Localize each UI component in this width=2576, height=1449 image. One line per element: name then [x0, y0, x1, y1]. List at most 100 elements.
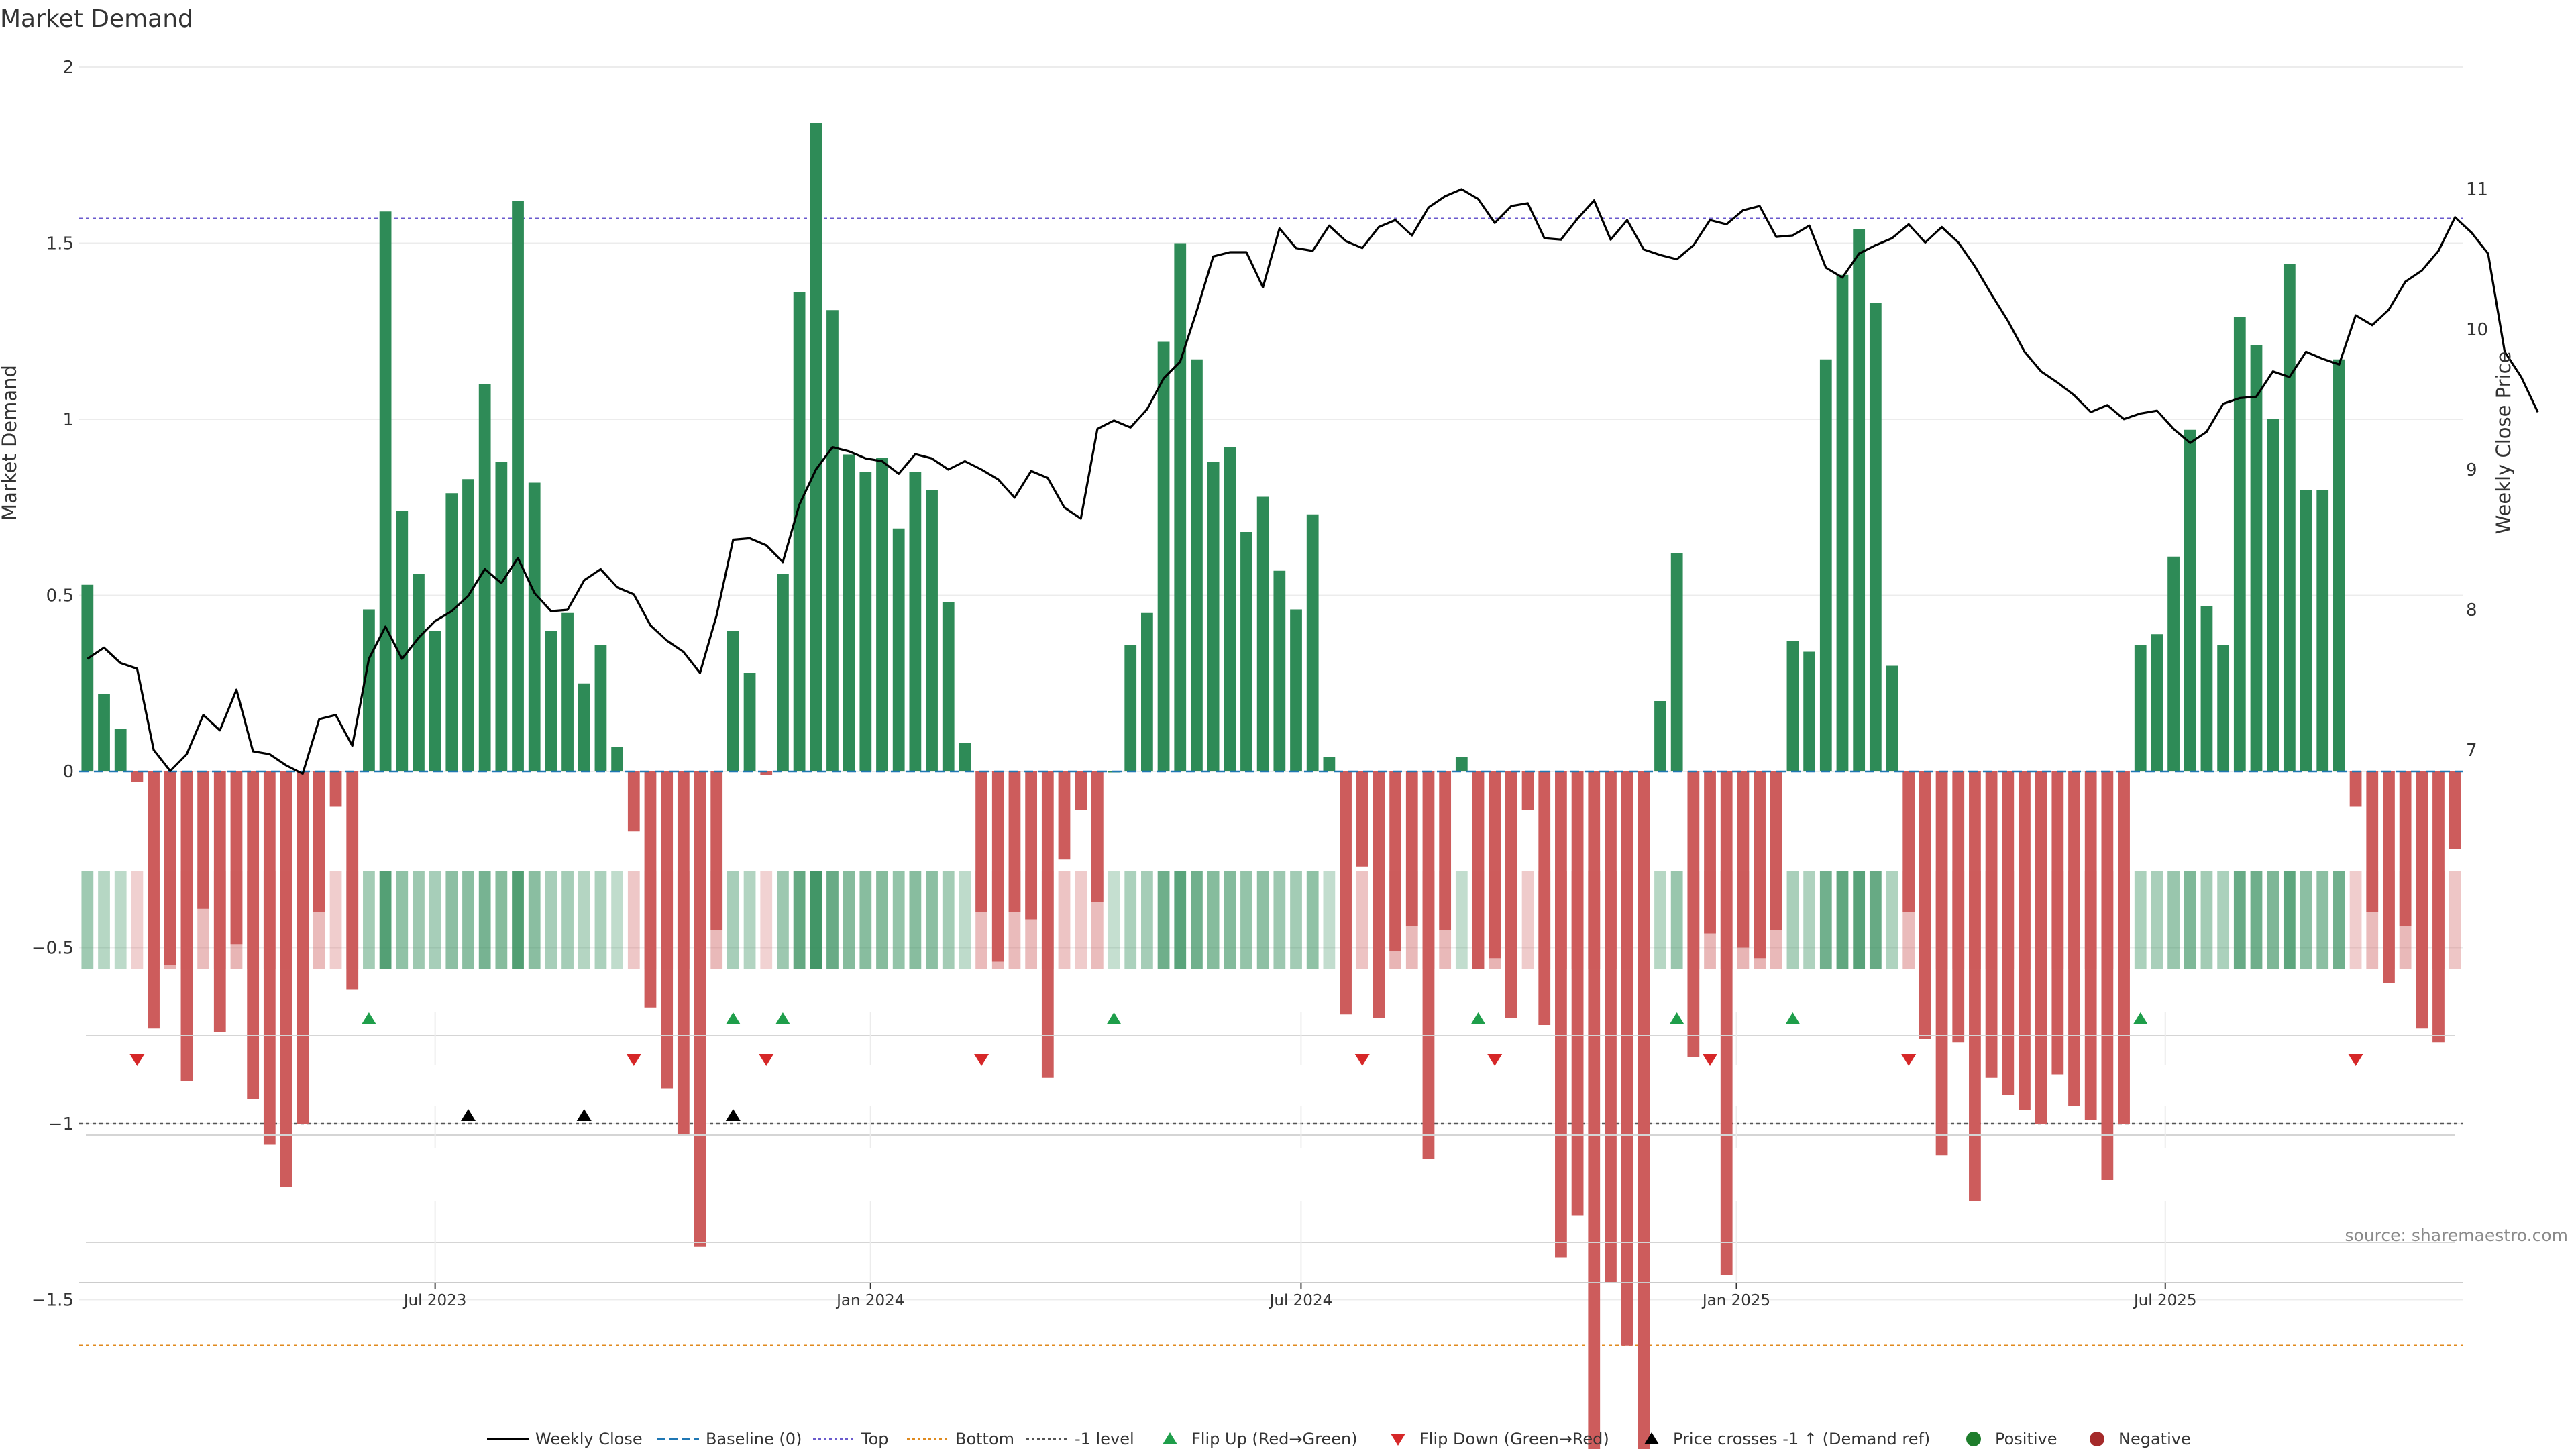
heat-cell — [445, 871, 458, 969]
heat-cell — [2200, 871, 2213, 969]
legend-label: Baseline (0) — [706, 1430, 802, 1448]
price-cross-marker — [460, 1109, 476, 1121]
heat-cell — [396, 871, 409, 969]
demand-bar — [280, 771, 292, 1187]
y-tick-label: 1.5 — [46, 234, 74, 254]
heat-cell — [2366, 871, 2379, 969]
demand-bar — [1521, 771, 1534, 810]
demand-bar — [114, 729, 127, 771]
heat-cell — [826, 871, 839, 969]
demand-bar — [1224, 447, 1236, 771]
heat-cell — [942, 871, 955, 969]
demand-bar — [561, 612, 574, 771]
heat-cell — [727, 871, 739, 969]
demand-bar — [975, 771, 987, 912]
demand-bar — [859, 472, 872, 771]
demand-bar — [2399, 771, 2412, 926]
heat-cell — [346, 871, 359, 969]
legend-label: -1 level — [1075, 1430, 1134, 1448]
heat-cell — [2416, 871, 2428, 969]
heat-cell — [1588, 871, 1601, 969]
heat-cell — [1902, 871, 1915, 969]
demand-bar — [694, 771, 706, 1247]
chart-title: Market Demand — [0, 5, 193, 33]
heat-cell — [495, 871, 508, 969]
heat-cell — [2233, 871, 2246, 969]
legend-swatch — [1644, 1432, 1659, 1444]
y-tick-label: 2 — [62, 58, 74, 78]
demand-bar — [478, 384, 491, 771]
heat-cell — [512, 871, 524, 969]
heat-cell — [297, 871, 309, 969]
demand-bar — [1869, 303, 1882, 771]
heat-cell — [462, 871, 474, 969]
flip-up-marker — [1785, 1012, 1801, 1024]
heat-cell — [363, 871, 375, 969]
demand-bar — [1439, 771, 1452, 930]
demand-bar — [1174, 243, 1187, 771]
heat-cell — [1555, 871, 1567, 969]
demand-bar — [2267, 419, 2279, 771]
y2-tick-label: 7 — [2466, 741, 2477, 761]
demand-bar — [1025, 771, 1038, 920]
heat-cell — [1985, 871, 1998, 969]
demand-bar — [2250, 345, 2263, 771]
heat-cell — [1687, 871, 1700, 969]
heat-cell — [1008, 871, 1021, 969]
legend-label: Bottom — [955, 1430, 1014, 1448]
demand-bar — [1704, 771, 1716, 934]
demand-bar — [1207, 462, 1220, 771]
heat-cell — [959, 871, 971, 969]
heat-cell — [2084, 871, 2097, 969]
demand-bar — [1008, 771, 1021, 912]
demand-bar — [1555, 771, 1567, 1258]
heat-cell — [230, 871, 243, 969]
heat-cell — [81, 871, 94, 969]
heat-cell — [1952, 871, 1965, 969]
flip-up-marker — [1669, 1012, 1684, 1024]
demand-bar — [627, 771, 640, 832]
flip-down-marker — [1703, 1054, 1718, 1066]
y2-tick-label: 8 — [2466, 600, 2477, 621]
demand-bar — [1356, 771, 1368, 867]
heat-cell — [2349, 871, 2362, 969]
heat-cell — [677, 871, 690, 969]
heat-cell — [793, 871, 806, 969]
demand-bar — [2233, 317, 2246, 771]
demand-bar — [1389, 771, 1401, 951]
demand-bar — [1605, 771, 1617, 1283]
heat-cell — [1704, 871, 1716, 969]
heat-cell — [743, 871, 756, 969]
legend-label: Flip Down (Green→Red) — [1419, 1430, 1609, 1448]
demand-bar — [81, 584, 94, 771]
flip-up-marker — [361, 1012, 376, 1024]
y2-tick-label: 10 — [2466, 320, 2488, 340]
demand-bar — [1670, 553, 1683, 771]
demand-bar — [710, 771, 723, 930]
demand-bar — [1720, 771, 1733, 1275]
y-tick-label: 0 — [62, 762, 74, 782]
flip-up-marker — [1106, 1012, 1122, 1024]
demand-bar — [2217, 645, 2230, 771]
flip-up-marker — [775, 1012, 790, 1024]
demand-bar — [777, 574, 789, 771]
heat-cell — [1025, 871, 1038, 969]
legend: Weekly Close Baseline (0) Top Bottom -1 leve… — [487, 1430, 2191, 1448]
demand-bar — [1058, 771, 1071, 860]
heat-cell — [1191, 871, 1203, 969]
heat-cell — [545, 871, 557, 969]
demand-bar — [1853, 229, 1866, 771]
demand-bar — [313, 771, 325, 912]
y-tick-label: 1 — [62, 410, 74, 430]
y2-tick-label: 11 — [2466, 180, 2488, 200]
heat-cell — [777, 871, 789, 969]
heat-cell — [859, 871, 872, 969]
legend-label: Top — [861, 1430, 889, 1448]
heat-cell — [2250, 871, 2263, 969]
demand-bar — [1091, 771, 1104, 902]
heat-cell — [2019, 871, 2031, 969]
x-tick-label: Jul 2023 — [402, 1292, 467, 1309]
heat-cell — [1869, 871, 1882, 969]
price-series — [87, 188, 2539, 775]
x-tick-label: Jan 2024 — [835, 1292, 904, 1309]
